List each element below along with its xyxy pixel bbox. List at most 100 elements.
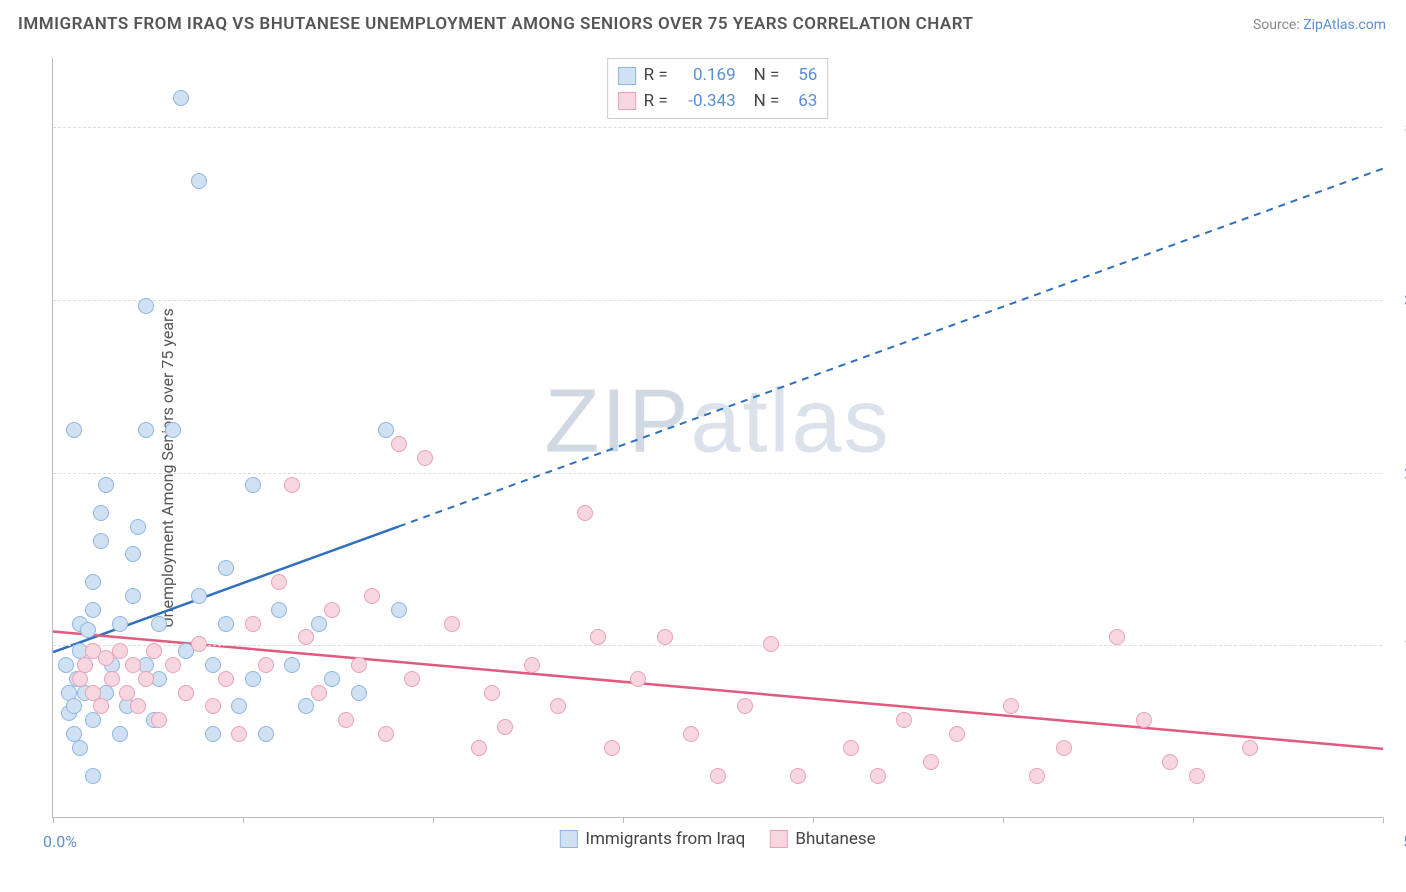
data-point [351,657,367,673]
x-tick [813,817,814,823]
data-point [710,768,726,784]
data-point [80,622,96,638]
correlation-legend: R =0.169N =56R =-0.343N =63 [607,58,829,119]
gridline-h [53,127,1382,128]
data-point [324,671,340,687]
data-point [205,657,221,673]
data-point [284,477,300,493]
data-point [112,643,128,659]
data-point [151,712,167,728]
data-point [173,90,189,106]
data-point [391,602,407,618]
legend-swatch [618,67,636,85]
data-point [417,450,433,466]
y-tick-label: 12.5% [1387,636,1406,655]
x-tick [1193,817,1194,823]
data-point [324,602,340,618]
data-point [1109,629,1125,645]
data-point [378,726,394,742]
data-point [72,671,88,687]
data-point [112,726,128,742]
data-point [484,685,500,701]
data-point [191,588,207,604]
data-point [271,574,287,590]
legend-swatch [559,830,577,848]
x-tick [623,817,624,823]
data-point [843,740,859,756]
series-legend-label: Bhutanese [795,829,875,849]
data-point [93,505,109,521]
data-point [404,671,420,687]
y-tick-label: 25.0% [1387,463,1406,482]
data-point [949,726,965,742]
data-point [1242,740,1258,756]
data-point [93,698,109,714]
data-point [130,698,146,714]
data-point [311,616,327,632]
data-point [125,657,141,673]
data-point [364,588,380,604]
gridline-h [53,645,1382,646]
data-point [497,719,513,735]
legend-r-label: R = [644,63,668,89]
x-tick [1383,817,1384,823]
source-prefix: Source: [1253,17,1303,33]
source-attribution: Source: ZipAtlas.com [1253,17,1386,33]
legend-r-value: 0.169 [676,63,736,89]
data-point [737,698,753,714]
data-point [119,685,135,701]
data-point [85,574,101,590]
data-point [72,740,88,756]
gridline-h [53,300,1382,301]
data-point [657,629,673,645]
data-point [524,657,540,673]
x-tick [1003,817,1004,823]
data-point [218,616,234,632]
legend-n-value: 63 [787,89,817,115]
data-point [471,740,487,756]
data-point [231,726,247,742]
data-point [444,616,460,632]
data-point [258,726,274,742]
data-point [284,657,300,673]
data-point [630,671,646,687]
data-point [58,657,74,673]
x-tick [243,817,244,823]
data-point [1136,712,1152,728]
data-point [138,422,154,438]
data-point [138,671,154,687]
data-point [85,768,101,784]
data-point [378,422,394,438]
data-point [1056,740,1072,756]
source-link[interactable]: ZipAtlas.com [1303,17,1386,33]
data-point [577,505,593,521]
data-point [258,657,274,673]
data-point [338,712,354,728]
data-point [205,726,221,742]
correlation-legend-row: R =0.169N =56 [618,63,818,89]
data-point [66,698,82,714]
legend-n-label: N = [754,89,780,115]
data-point [125,588,141,604]
data-point [1029,768,1045,784]
data-point [165,657,181,673]
x-axis-min-label: 0.0% [43,832,77,851]
data-point [112,616,128,632]
data-point [85,712,101,728]
trend-line-solid [53,631,1383,748]
data-point [231,698,247,714]
chart-container: Unemployment Among Seniors over 75 years… [0,44,1406,892]
data-point [298,629,314,645]
data-point [1162,754,1178,770]
gridline-h [53,473,1382,474]
data-point [205,698,221,714]
data-point [763,636,779,652]
data-point [218,560,234,576]
series-legend: Immigrants from IraqBhutanese [559,829,875,849]
y-tick-label: 37.5% [1387,290,1406,309]
legend-swatch [769,830,787,848]
data-point [165,422,181,438]
data-point [245,477,261,493]
watermark: ZIPatlas [544,371,890,474]
data-point [896,712,912,728]
